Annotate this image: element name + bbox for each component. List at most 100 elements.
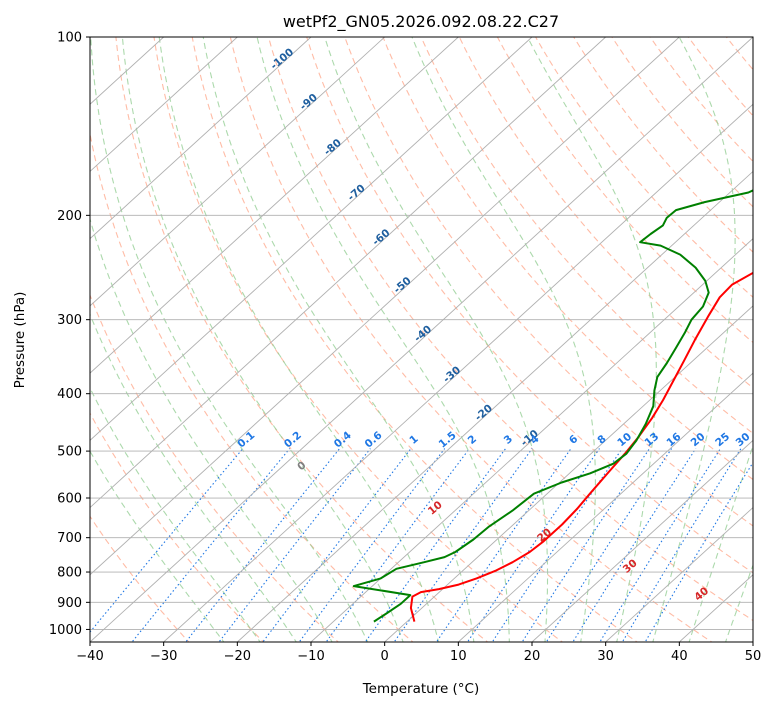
dry-adiabat-line <box>534 37 753 298</box>
mixing-ratio-line <box>435 448 572 642</box>
moist-adiabat-line <box>90 312 297 642</box>
dry-adiabat-label: -100 <box>268 46 296 72</box>
mixing-ratio-line <box>325 448 470 642</box>
dry-adiabat-label: -70 <box>345 182 367 203</box>
y-tick-label: 100 <box>57 31 82 46</box>
y-axis-label: Pressure (hPa) <box>12 292 28 389</box>
x-tick-label: 50 <box>745 649 762 664</box>
dry-adiabat-line <box>344 37 753 527</box>
isotherm-line <box>90 37 312 240</box>
plot-area: -100-90-80-70-60-50-40-30-20-100.1 0.2 0.4… <box>90 37 773 642</box>
moist-adiabat-line <box>90 217 333 642</box>
moist-adiabat-label: 20 <box>535 526 554 545</box>
moist-adiabat-label: 10 <box>426 499 445 518</box>
isotherm-line <box>531 439 753 642</box>
x-tick-label: −30 <box>150 649 177 664</box>
moist-adiabat-line <box>202 37 475 642</box>
isotherm-line <box>90 37 533 441</box>
dry-adiabat-label: -80 <box>322 137 344 158</box>
mixing-ratio-label: 0.6 <box>363 429 385 450</box>
isotherm-line <box>237 170 753 642</box>
x-axis-label: Temperature (°C) <box>362 681 480 697</box>
mixing-ratio-line <box>298 448 446 642</box>
mixing-ratio-label: 25 <box>713 431 732 450</box>
temperature-profile-line <box>409 271 753 622</box>
isotherm-line <box>605 506 753 642</box>
mixing-ratio-line <box>521 448 650 642</box>
moist-adiabat-line <box>158 37 440 642</box>
dry-adiabat-line <box>90 412 265 642</box>
dry-adiabat-line <box>267 37 753 622</box>
isotherm-line <box>90 37 680 576</box>
x-tick-label: −40 <box>76 649 103 664</box>
dry-adiabat-line <box>90 131 414 642</box>
y-tick-label: 600 <box>57 492 82 507</box>
moist-adiabat-line <box>256 37 510 642</box>
mixing-ratio-line <box>599 448 721 642</box>
isotherm-line <box>90 37 459 374</box>
y-tick-label: 400 <box>57 387 82 402</box>
x-tick-label: 30 <box>597 649 614 664</box>
moist-adiabat-line <box>725 563 753 642</box>
moist-adiabat-label: 0 <box>295 459 308 473</box>
dry-adiabat-label: -20 <box>473 402 495 423</box>
mixing-ratio-line <box>364 448 507 642</box>
mixing-ratio-line <box>621 448 742 642</box>
mixing-ratio-label: 2 <box>466 433 479 447</box>
plot-frame <box>89 36 754 643</box>
mixing-ratio-label: 6 <box>567 433 580 447</box>
dry-adiabat-line <box>229 37 713 642</box>
x-tick-label: 10 <box>450 649 467 664</box>
mixing-ratio-line <box>218 448 371 642</box>
y-tick-label: 900 <box>57 596 82 611</box>
mixing-ratio-line <box>466 448 600 642</box>
moist-adiabat-line <box>688 443 753 642</box>
dry-adiabat-line <box>90 515 190 642</box>
dry-adiabat-line <box>725 37 753 71</box>
x-tick-label: 0 <box>381 649 389 664</box>
mixing-ratio-label: 36 <box>754 431 773 450</box>
mixing-ratio-line <box>185 448 341 642</box>
mixing-ratio-line <box>131 448 291 642</box>
isotherm-line <box>384 305 753 642</box>
dry-adiabat-line <box>420 37 753 435</box>
moist-adiabat-label: 40 <box>692 585 711 604</box>
y-tick-label: 800 <box>57 566 82 581</box>
moist-adiabat-line <box>121 37 404 642</box>
mixing-ratio-label: 1 <box>407 433 420 447</box>
isotherm-line <box>90 37 753 642</box>
dry-adiabat-line <box>115 37 489 642</box>
dry-adiabat-label: -60 <box>370 227 392 248</box>
mixing-ratio-label: 0.2 <box>282 429 304 450</box>
dry-adiabat-line <box>649 37 753 163</box>
y-tick-label: 200 <box>57 209 82 224</box>
y-tick-label: 300 <box>57 313 82 328</box>
y-axis-ticks: 100 200 300 400 500 600 700 800 900 1000 <box>49 31 90 638</box>
x-tick-label: −20 <box>224 649 251 664</box>
mixing-ratio-line <box>491 448 623 642</box>
dry-adiabat-line <box>306 37 753 574</box>
grid-lines <box>90 37 753 642</box>
moist-adiabat-line <box>90 37 369 642</box>
mixing-ratio-label: 8 <box>595 433 608 447</box>
dry-adiabat-line <box>496 37 753 344</box>
dry-adiabat-label: -50 <box>391 275 413 296</box>
x-tick-label: −10 <box>297 649 324 664</box>
dewpoint-profile-line <box>352 189 753 623</box>
y-tick-label: 1000 <box>49 623 82 638</box>
x-axis-ticks: −40 −30 −20 −10 0 10 20 30 40 50 <box>76 642 761 664</box>
mixing-ratio-line <box>572 448 697 642</box>
mixing-ratio-line <box>545 448 673 642</box>
mixing-ratio-label: 0.1 <box>235 429 257 450</box>
x-tick-label: 40 <box>671 649 688 664</box>
dry-adiabat-line <box>687 37 753 117</box>
isotherm-line <box>163 103 753 642</box>
isotherm-line <box>90 37 385 307</box>
isotherm-line <box>310 238 753 642</box>
isotherm-line <box>90 37 238 173</box>
dry-adiabat-label: -90 <box>298 92 320 113</box>
moist-adiabat-line <box>90 449 225 642</box>
mixing-ratio-line <box>393 448 533 642</box>
dry-adiabat-line <box>382 37 753 481</box>
y-tick-label: 700 <box>57 531 82 546</box>
